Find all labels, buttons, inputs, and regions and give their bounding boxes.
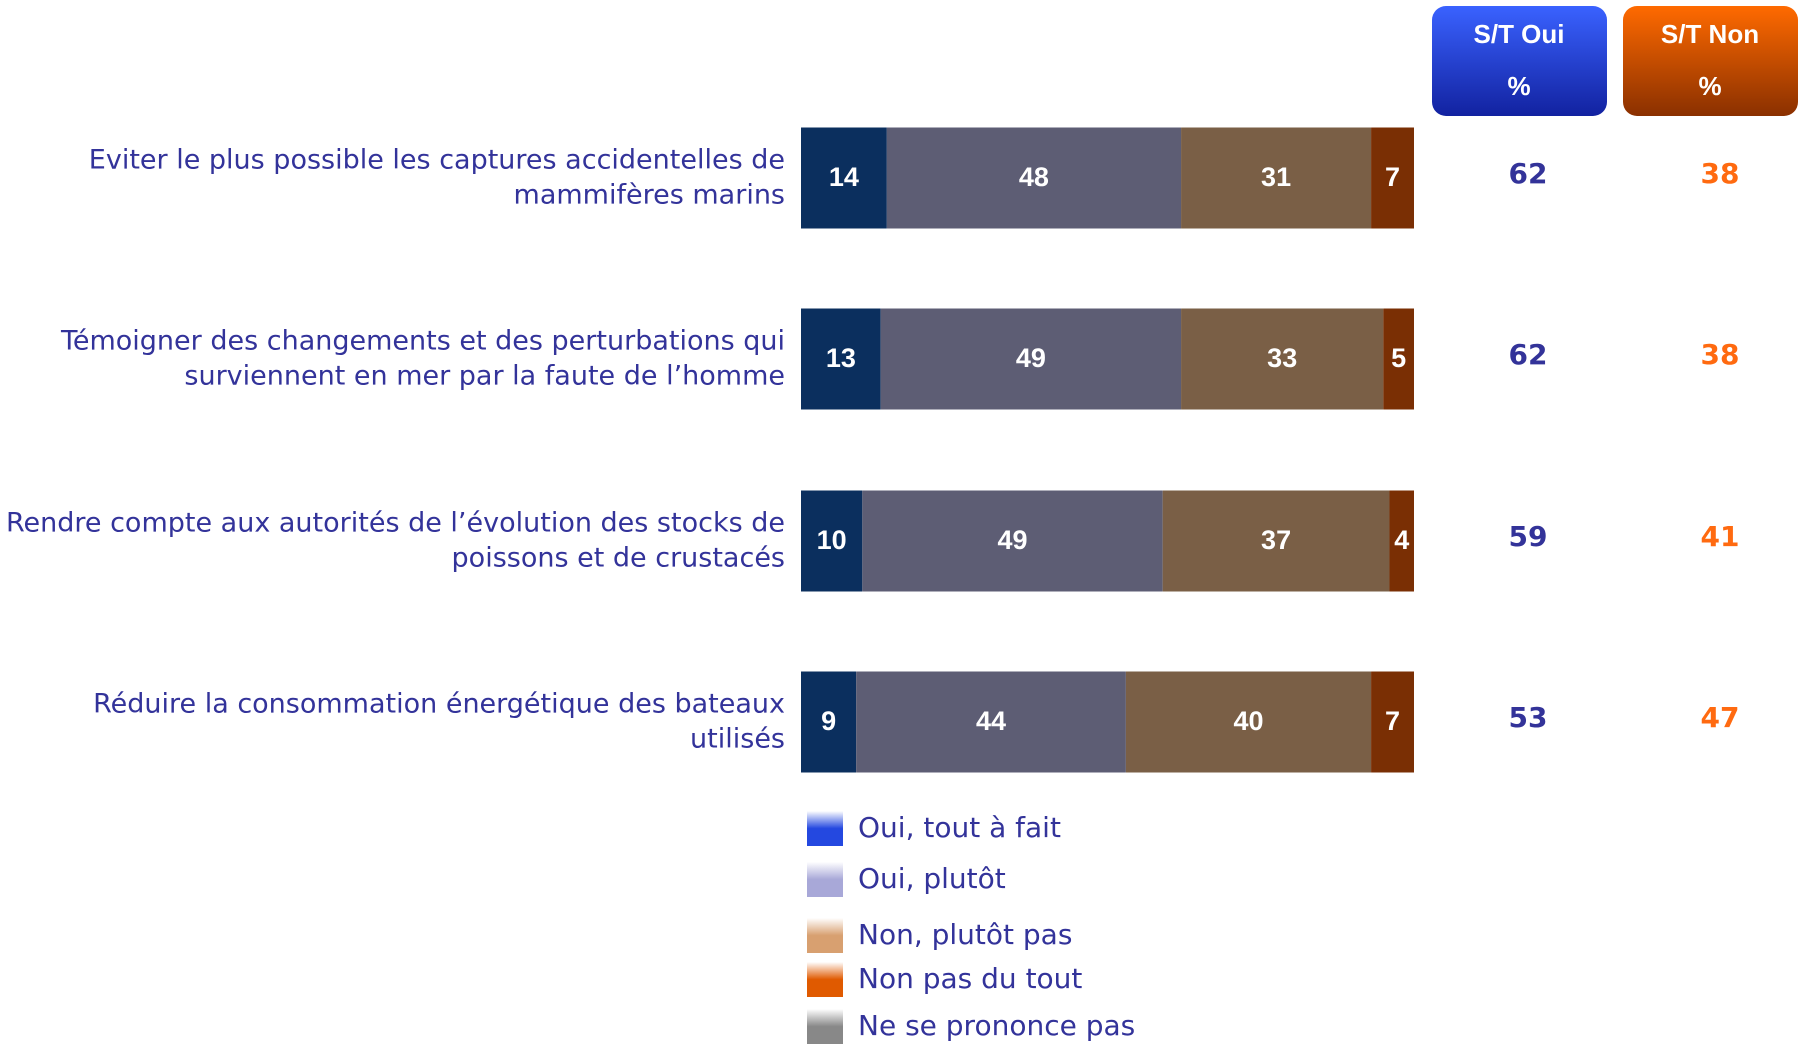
legend-swatch [807,1009,843,1044]
value-label: 49 [1016,343,1046,373]
category-label: Rendre compte aux autorités de l’évoluti… [6,508,785,539]
summary-unit: % [1698,71,1721,101]
value-label: 5 [1391,343,1406,373]
summary-value: 47 [1701,701,1740,734]
value-label: 7 [1385,706,1400,736]
category-label: surviennent en mer par la faute de l’hom… [184,361,785,392]
bar-segment [1383,308,1414,410]
bar-segment [1125,671,1372,773]
bar-segment [1371,127,1414,229]
value-label: 4 [1394,525,1409,555]
bar-segment [886,127,1182,229]
legend-label: Oui, plutôt [858,862,1006,895]
category-label: Témoigner des changements et des perturb… [60,326,785,357]
summary-header: S/T Non [1661,19,1759,49]
value-label: 10 [817,525,847,555]
bar-segment [1181,127,1372,229]
summary-header-box [1432,6,1607,116]
bar-segment [1162,490,1390,592]
bar-segment [1389,490,1414,592]
bar-segment [1371,671,1414,773]
legend-swatch [807,962,843,997]
bar-segment [1181,308,1384,410]
legend-swatch [807,862,843,897]
category-label: Réduire la consommation énergétique des … [93,689,785,720]
legend-label: Ne se prononce pas [858,1009,1135,1042]
bar-segment [801,127,887,229]
value-label: 44 [976,706,1006,736]
value-label: 33 [1267,343,1297,373]
summary-value: 38 [1701,338,1740,371]
summary-value: 59 [1509,520,1548,553]
legend-label: Non pas du tout [858,962,1082,995]
value-label: 7 [1385,162,1400,192]
bar-segment [880,308,1182,410]
legend-swatch [807,918,843,953]
value-label: 48 [1019,162,1049,192]
value-label: 13 [826,343,856,373]
legend-label: Non, plutôt pas [858,918,1072,951]
value-label: 37 [1261,525,1291,555]
category-label: poissons et de crustacés [452,543,785,574]
legend-label: Oui, tout à fait [858,811,1061,844]
bar-segment [856,671,1126,773]
summary-header: S/T Oui [1474,19,1565,49]
value-label: 14 [829,162,859,192]
category-label: utilisés [690,724,785,755]
category-label: mammifères marins [514,180,785,211]
summary-value: 41 [1701,520,1740,553]
bar-segment [801,308,881,410]
bar-segment [862,490,1163,592]
bar-segment [801,671,857,773]
summary-value: 53 [1509,701,1548,734]
summary-header-box [1623,6,1798,116]
summary-value: 62 [1509,157,1548,190]
value-label: 49 [997,525,1027,555]
summary-value: 62 [1509,338,1548,371]
legend-swatch [807,811,843,846]
summary-unit: % [1507,71,1530,101]
category-label: Eviter le plus possible les captures acc… [89,145,785,176]
value-label: 31 [1261,162,1291,192]
value-label: 40 [1233,706,1263,736]
summary-value: 38 [1701,157,1740,190]
value-label: 9 [821,706,836,736]
bar-segment [801,490,863,592]
